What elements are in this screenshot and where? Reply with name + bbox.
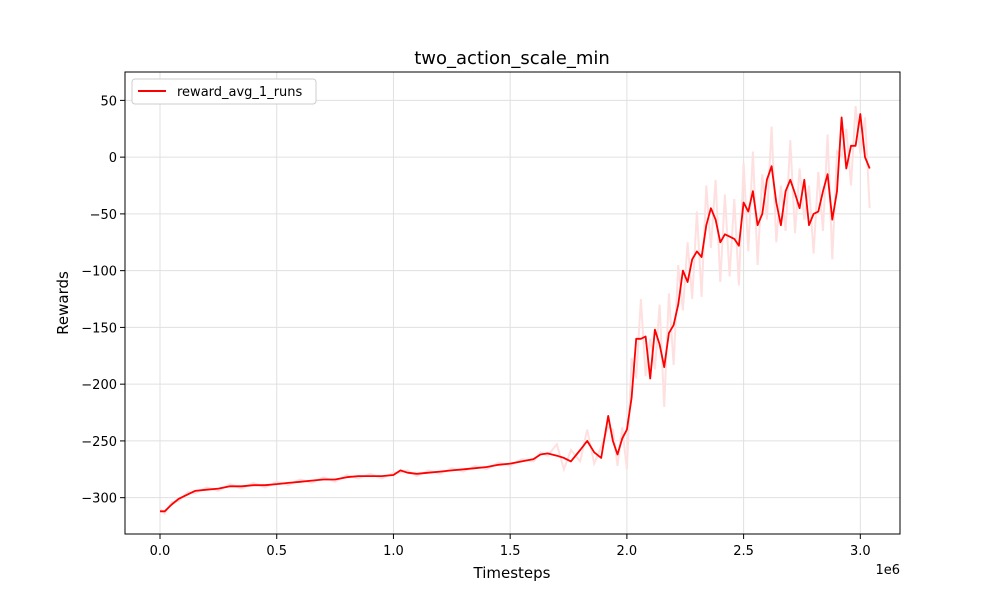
y-tick-label: −250 bbox=[81, 435, 117, 450]
series-layer bbox=[160, 113, 871, 513]
reward-avg-line bbox=[160, 113, 871, 513]
y-tick-label: −300 bbox=[81, 492, 117, 507]
y-axis-ticks: −300 −250 −200 −150 −100 −50 0 50 bbox=[81, 94, 125, 507]
x-tick-label: 3.0 bbox=[850, 544, 871, 559]
x-tick-label: 2.5 bbox=[733, 544, 754, 559]
x-tick-label: 2.0 bbox=[617, 544, 638, 559]
x-axis-ticks: 0.0 0.5 1.0 1.5 2.0 2.5 3.0 bbox=[150, 534, 871, 559]
y-tick-label: −100 bbox=[81, 265, 117, 280]
y-tick-label: 50 bbox=[100, 94, 117, 109]
x-tick-label: 0.0 bbox=[150, 544, 171, 559]
x-tick-label: 1.0 bbox=[383, 544, 404, 559]
y-tick-label: 0 bbox=[109, 151, 117, 166]
y-tick-label: −200 bbox=[81, 378, 117, 393]
legend-box bbox=[131, 78, 317, 105]
grid-layer bbox=[125, 72, 900, 534]
x-axis-label: Timesteps bbox=[473, 564, 551, 582]
y-tick-label: −50 bbox=[90, 208, 117, 223]
legend: reward_avg_1_runs bbox=[131, 78, 317, 105]
x-tick-label: 1.5 bbox=[500, 544, 521, 559]
y-axis-label: Rewards bbox=[54, 271, 72, 335]
x-tick-label: 0.5 bbox=[266, 544, 287, 559]
x-offset-label: 1e6 bbox=[875, 563, 900, 578]
chart-title: two_action_scale_min bbox=[414, 48, 610, 69]
legend-label: reward_avg_1_runs bbox=[177, 85, 303, 100]
y-tick-label: −150 bbox=[81, 321, 117, 336]
plot-frame bbox=[124, 71, 901, 535]
